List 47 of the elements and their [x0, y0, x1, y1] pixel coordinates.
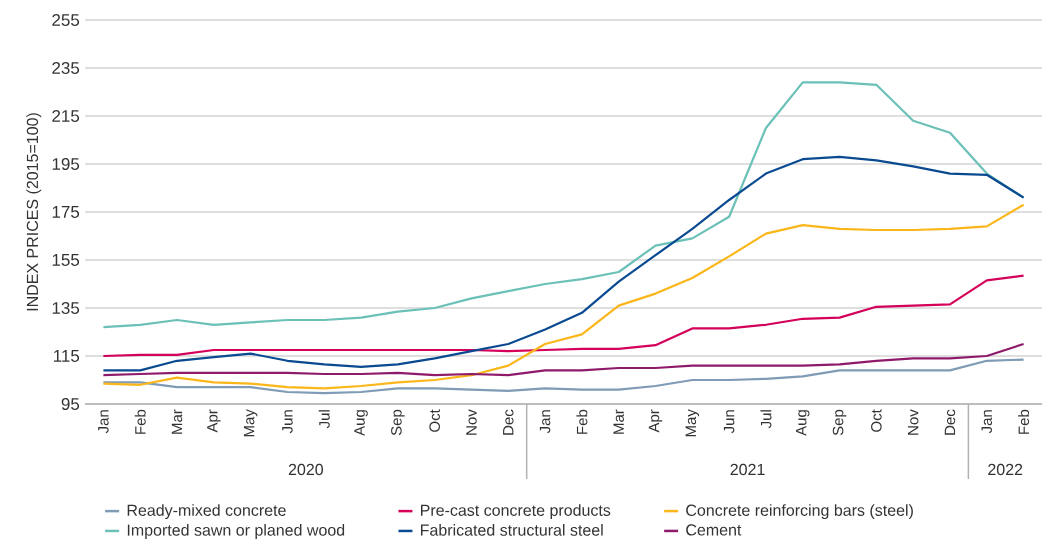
- x-tick-label: Jul: [760, 410, 772, 429]
- text: 2022: [988, 463, 1023, 476]
- legend-label: Concrete reinforcing bars (steel): [686, 504, 913, 520]
- x-tick-label: Dec: [944, 409, 956, 435]
- legend-label: Ready-mixed concrete: [127, 504, 286, 520]
- x-tick-label: Jan: [981, 410, 993, 434]
- y-tick-label: 175: [52, 206, 80, 218]
- x-tick-label: Nov: [466, 409, 477, 435]
- x-tick-label: Jan: [98, 410, 109, 434]
- text: 2021: [730, 463, 765, 476]
- x-tick-label: May: [685, 409, 700, 437]
- y-tick-label: 195: [52, 157, 80, 171]
- line-series: [102, 155, 1025, 372]
- x-tick-label: Mar: [613, 409, 624, 434]
- x-tick-label: Jan: [539, 410, 551, 434]
- y-tick-label: 235: [52, 61, 80, 75]
- x-tick-label: Nov: [907, 409, 919, 435]
- x-tick-label: May: [243, 409, 258, 437]
- x-tick-label: Aug: [354, 410, 368, 436]
- y-tick-label: 215: [52, 109, 80, 123]
- x-tick-label: Apr: [648, 409, 663, 433]
- legend-label: Fabricated structural steel: [421, 524, 603, 536]
- x-tick-label: Mar: [171, 409, 183, 434]
- x-tick-label: Feb: [1018, 409, 1030, 434]
- y-tick-label: 135: [52, 301, 80, 315]
- text: 2020: [288, 463, 324, 476]
- x-tick-label: Feb: [134, 409, 146, 434]
- x-tick-label: Aug: [796, 410, 810, 436]
- y-tick-label: 155: [52, 254, 80, 266]
- legend-label: Pre-cast concrete products: [421, 504, 611, 520]
- x-tick-label: Sep: [391, 409, 405, 436]
- x-tick-label: Jun: [723, 410, 735, 434]
- line-series: [102, 203, 1025, 390]
- x-tick-label: Jul: [318, 410, 330, 429]
- legend-label: Cement: [686, 524, 742, 536]
- y-tick-label: 255: [52, 13, 80, 27]
- x-tick-label: Oct: [871, 409, 882, 432]
- y-tick-label: 95: [61, 397, 80, 411]
- x-tick-label: Dec: [503, 409, 514, 435]
- y-tick-label: 115: [54, 350, 80, 362]
- x-tick-label: Jun: [282, 410, 293, 434]
- legend-label: Imported sawn or planed wood: [127, 524, 345, 539]
- x-tick-label: Feb: [576, 409, 588, 434]
- x-tick-label: Apr: [207, 409, 221, 433]
- x-tick-label: Sep: [832, 409, 847, 436]
- y-axis-title: INDEX PRICES (2015=100): [26, 113, 42, 311]
- x-tick-label: Oct: [429, 409, 440, 432]
